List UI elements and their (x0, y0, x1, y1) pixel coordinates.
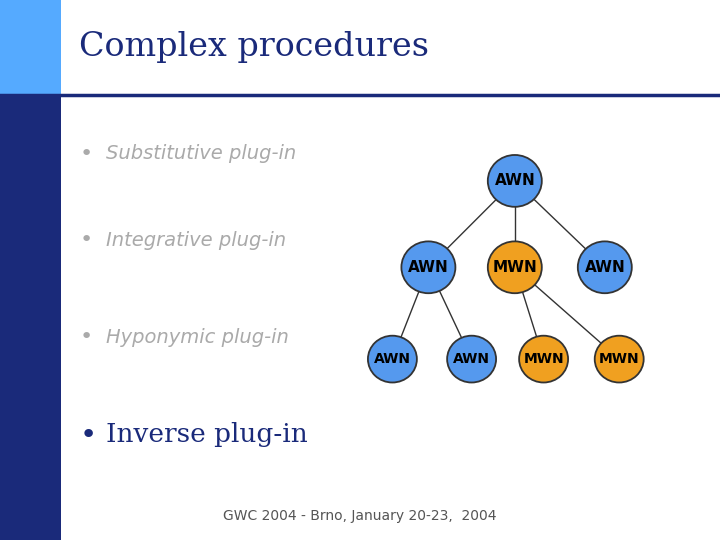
Ellipse shape (488, 241, 541, 293)
FancyBboxPatch shape (0, 94, 61, 540)
Text: GWC 2004 - Brno, January 20-23,  2004: GWC 2004 - Brno, January 20-23, 2004 (223, 509, 497, 523)
Text: •: • (79, 421, 96, 449)
Text: MWN: MWN (523, 352, 564, 366)
Text: AWN: AWN (495, 173, 535, 188)
Text: Inverse plug-in: Inverse plug-in (106, 422, 307, 447)
Text: AWN: AWN (585, 260, 625, 275)
Text: Hyponymic plug-in: Hyponymic plug-in (106, 328, 289, 347)
Ellipse shape (488, 155, 541, 207)
Text: •: • (79, 230, 92, 251)
Text: AWN: AWN (408, 260, 449, 275)
Ellipse shape (577, 241, 632, 293)
Text: Complex procedures: Complex procedures (79, 31, 429, 63)
Ellipse shape (402, 241, 455, 293)
Text: •: • (79, 144, 92, 164)
Ellipse shape (447, 336, 496, 382)
Ellipse shape (519, 336, 568, 382)
FancyBboxPatch shape (0, 0, 61, 94)
Text: MWN: MWN (599, 352, 639, 366)
Text: Integrative plug-in: Integrative plug-in (106, 231, 286, 250)
Text: AWN: AWN (374, 352, 411, 366)
Text: MWN: MWN (492, 260, 537, 275)
Text: AWN: AWN (453, 352, 490, 366)
Ellipse shape (368, 336, 417, 382)
Ellipse shape (595, 336, 644, 382)
Text: •: • (79, 327, 92, 348)
Text: Substitutive plug-in: Substitutive plug-in (106, 144, 296, 164)
